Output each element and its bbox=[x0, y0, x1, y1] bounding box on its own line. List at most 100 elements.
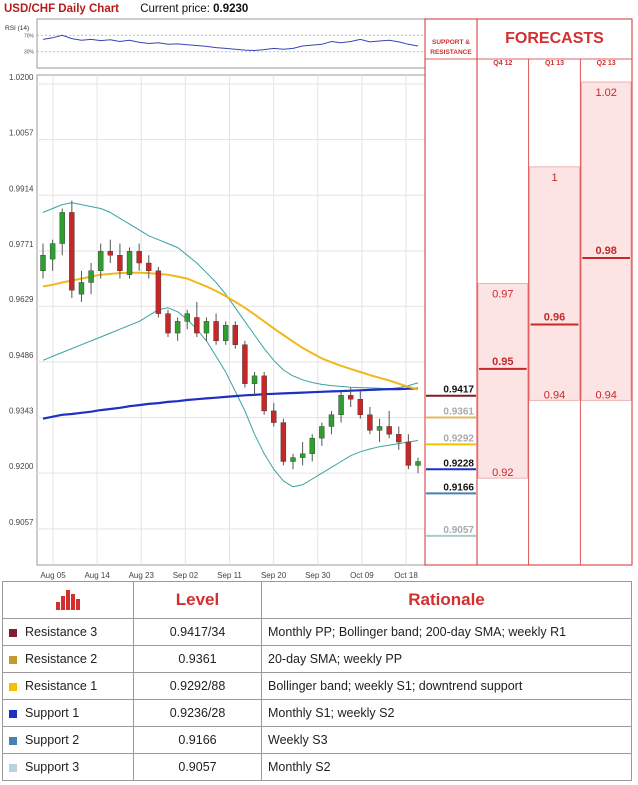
table-row: Resistance 1 0.9292/88 Bollinger band; wee… bbox=[2, 672, 632, 700]
candle-body bbox=[174, 321, 181, 334]
candle-body bbox=[78, 282, 85, 295]
candle-body bbox=[376, 426, 383, 431]
forecast-column-label: Q4 12 bbox=[493, 60, 512, 67]
candle-body bbox=[328, 414, 335, 427]
candle-body bbox=[126, 251, 133, 275]
level-name-cell: Resistance 1 bbox=[2, 672, 134, 700]
candle-body bbox=[40, 255, 46, 272]
levels-table: Level Rationale Resistance 3 0.9417/34 Mon… bbox=[2, 581, 632, 781]
level-value: 0.9166 bbox=[133, 726, 262, 754]
sr-level-value: 0.9166 bbox=[443, 482, 474, 493]
x-tick-label: Oct 18 bbox=[394, 571, 418, 580]
forecast-mid-value: 0.95 bbox=[492, 356, 513, 368]
table-row: Resistance 3 0.9417/34 Monthly PP; Bolling… bbox=[2, 618, 632, 646]
level-value: 0.9361 bbox=[133, 645, 262, 673]
forecast-mid-value: 0.96 bbox=[544, 312, 565, 324]
rsi-tick-label: 70% bbox=[24, 33, 35, 39]
candle-body bbox=[146, 262, 152, 271]
forecast-low-value: 0.92 bbox=[492, 467, 513, 479]
level-name-cell: Support 3 bbox=[2, 753, 134, 781]
forecast-mid-value: 0.98 bbox=[595, 245, 616, 257]
level-name-cell: Resistance 3 bbox=[2, 618, 134, 646]
table-row: Support 3 0.9057 Monthly S2 bbox=[2, 753, 632, 781]
price-label: Current price: bbox=[140, 3, 210, 15]
level-rationale: Monthly S2 bbox=[261, 753, 632, 781]
level-name-cell: Resistance 2 bbox=[2, 645, 134, 673]
candle-body bbox=[213, 321, 219, 342]
rsi-panel-frame bbox=[36, 18, 426, 69]
y-tick-label: 0.9486 bbox=[9, 351, 34, 360]
level-color-swatch bbox=[9, 655, 17, 664]
candle-body bbox=[309, 437, 315, 454]
candle-body bbox=[319, 426, 325, 439]
table-row: Support 1 0.9236/28 Monthly S1; weekly S2 bbox=[2, 699, 632, 727]
bollinger-upper-line bbox=[42, 202, 419, 390]
bollinger-lower-line bbox=[42, 307, 419, 488]
y-tick-label: 0.9629 bbox=[9, 295, 34, 304]
price-value: 0.9230 bbox=[213, 3, 249, 15]
chart-header: USD/CHF Daily Chart Current price: 0.923… bbox=[4, 3, 248, 15]
sr-level-value: 0.9228 bbox=[443, 458, 474, 469]
x-tick-label: Aug 05 bbox=[40, 571, 66, 580]
bar-chart-icon-cell bbox=[2, 581, 134, 619]
level-rationale: Monthly PP; Bollinger band; 200-day SMA;… bbox=[261, 618, 632, 646]
candle-body bbox=[136, 251, 142, 264]
forecast-high-value: 1 bbox=[551, 172, 557, 184]
forecast-low-value: 0.94 bbox=[544, 389, 565, 401]
level-name-cell: Support 1 bbox=[2, 699, 134, 727]
level-name: Resistance 3 bbox=[25, 625, 98, 639]
x-tick-label: Sep 30 bbox=[305, 571, 331, 580]
level-name: Resistance 2 bbox=[25, 652, 98, 666]
level-name: Support 2 bbox=[25, 733, 80, 747]
level-rationale: Monthly S1; weekly S2 bbox=[261, 699, 632, 727]
candle-body bbox=[415, 461, 421, 466]
rsi-line bbox=[42, 34, 419, 52]
candle-body bbox=[59, 212, 65, 244]
x-tick-label: Sep 20 bbox=[261, 571, 287, 580]
level-value: 0.9292/88 bbox=[133, 672, 262, 700]
candle-body bbox=[184, 313, 190, 322]
candle-body bbox=[242, 344, 248, 384]
level-name-cell: Support 2 bbox=[2, 726, 134, 754]
level-name: Support 3 bbox=[25, 760, 80, 774]
rsi-title: RSI (14) bbox=[5, 25, 29, 32]
chart-title: USD/CHF Daily Chart bbox=[4, 3, 120, 15]
forecast-high-value: 0.97 bbox=[492, 289, 513, 301]
level-color-swatch bbox=[9, 763, 17, 772]
sr-level-value: 0.9417 bbox=[443, 385, 474, 396]
level-color-swatch bbox=[9, 682, 17, 691]
candle-body bbox=[386, 426, 392, 435]
candle-body bbox=[232, 325, 239, 345]
forecast-title: FORECASTS bbox=[505, 30, 604, 47]
level-rationale: Weekly S3 bbox=[261, 726, 632, 754]
level-rationale: Bollinger band; weekly S1; downtrend sup… bbox=[261, 672, 632, 700]
x-tick-label: Oct 09 bbox=[350, 571, 374, 580]
x-tick-label: Sep 02 bbox=[173, 571, 199, 580]
y-tick-label: 0.9914 bbox=[9, 184, 34, 193]
level-rationale: 20-day SMA; weekly PP bbox=[261, 645, 632, 673]
level-name: Support 1 bbox=[25, 706, 80, 720]
candle-body bbox=[405, 441, 412, 466]
level-color-swatch bbox=[9, 628, 17, 637]
candle-body bbox=[194, 317, 200, 334]
candle-body bbox=[357, 399, 364, 415]
chart-canvas: 1.0200 1.0057 0.9914 0.9771 0.9629 0.9486 0.93… bbox=[5, 18, 633, 580]
forecast-low-value: 0.94 bbox=[595, 389, 616, 401]
x-tick-label: Sep 11 bbox=[217, 571, 242, 580]
level-name: Resistance 1 bbox=[25, 679, 98, 693]
candle-body bbox=[290, 457, 296, 462]
candle-body bbox=[49, 243, 56, 260]
sr-level-value: 0.9057 bbox=[443, 525, 474, 536]
candle-body bbox=[251, 375, 258, 384]
candle-body bbox=[347, 395, 354, 400]
candle-body bbox=[88, 270, 94, 283]
sr-header-line1: SUPPORT & bbox=[432, 39, 470, 46]
y-tick-label: 0.9771 bbox=[9, 240, 34, 249]
level-color-swatch bbox=[9, 709, 17, 718]
candle-body bbox=[165, 313, 171, 334]
candle-body bbox=[271, 410, 277, 423]
candle-body bbox=[261, 375, 267, 412]
candle-body bbox=[117, 255, 123, 272]
candle-body bbox=[222, 325, 229, 342]
bar-chart-icon bbox=[56, 589, 80, 610]
